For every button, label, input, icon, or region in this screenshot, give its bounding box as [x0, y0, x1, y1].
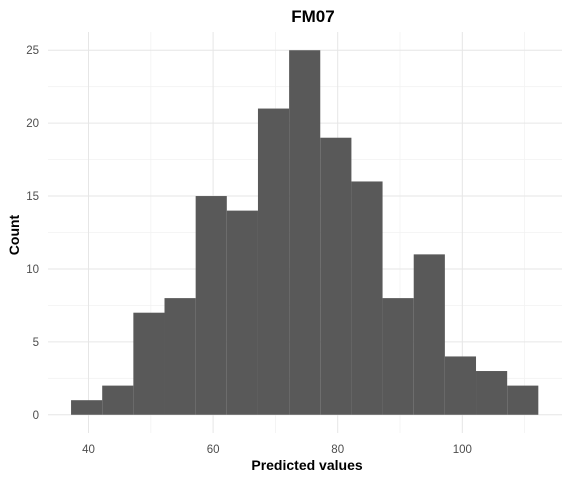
y-tick-label: 0 [33, 410, 39, 422]
histogram-bar [413, 254, 445, 415]
y-tick-label: 20 [26, 118, 39, 130]
x-tick-label: 60 [207, 444, 220, 456]
x-axis-ticks: 40 60 80 100 [82, 444, 472, 456]
histogram-bar [71, 400, 103, 415]
histogram-bar [133, 312, 165, 415]
x-tick-label: 80 [331, 444, 344, 456]
histogram-bar [507, 385, 539, 415]
histogram-bar [444, 356, 477, 415]
histogram-bar [226, 210, 258, 415]
y-tick-label: 10 [26, 264, 39, 276]
histogram-bars [71, 50, 539, 415]
x-tick-label: 100 [453, 444, 472, 456]
chart-title: FM07 [291, 7, 334, 26]
y-axis-title: Count [6, 214, 22, 255]
x-tick-label: 40 [82, 444, 95, 456]
histogram-bar [351, 181, 383, 415]
y-tick-label: 5 [33, 337, 39, 349]
y-axis-ticks: 0 5 10 15 20 25 [26, 45, 39, 422]
histogram-bar [195, 196, 227, 415]
histogram-bar [257, 108, 290, 415]
histogram-bar [289, 50, 321, 415]
histogram-bar [476, 371, 508, 415]
histogram-bar [320, 137, 352, 415]
histogram-bar [382, 298, 414, 415]
y-tick-label: 15 [26, 191, 39, 203]
histogram-bar [102, 385, 134, 415]
x-axis-title: Predicted values [251, 457, 362, 473]
y-tick-label: 25 [26, 45, 39, 57]
histogram-bar [164, 298, 196, 415]
